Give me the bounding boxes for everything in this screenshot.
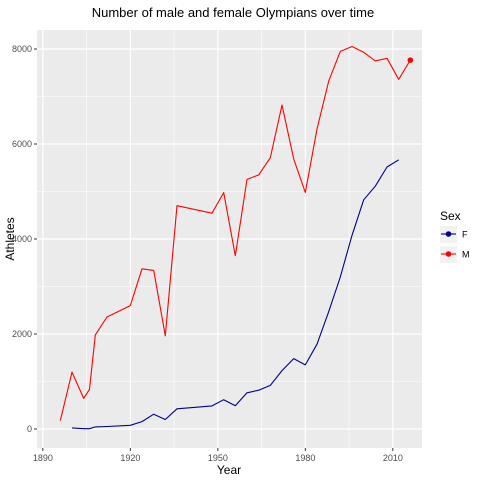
legend-key-dot-f [445,231,452,237]
grid-major [37,30,422,448]
y-axis: 0 2000 4000 6000 8000 [12,44,37,434]
y-tick-label: 8000 [12,44,32,54]
y-tick-label: 6000 [12,139,32,149]
series-line-f [71,159,399,430]
y-tick-label: 2000 [12,329,32,339]
legend-label-m: M [462,250,470,260]
legend: Sex FM [440,209,470,263]
x-tick-label: 1980 [295,453,315,463]
x-axis-label: Year [217,463,241,477]
x-tick-label: 1890 [33,453,53,463]
y-tick-label: 4000 [12,234,32,244]
x-axis: 1890 1920 1950 1980 2010 [33,448,403,463]
series-layer [59,45,414,430]
y-axis-label: Athletes [3,217,17,260]
legend-title: Sex [440,209,461,223]
series-point-m [407,57,414,63]
x-tick-label: 2010 [383,453,403,463]
series-line-m [59,45,411,421]
legend-label-f: F [462,230,468,240]
x-tick-label: 1920 [120,453,140,463]
x-tick-label: 1950 [208,453,228,463]
y-tick-label: 0 [27,424,32,434]
legend-key-dot-m [445,251,452,257]
chart-title: Number of male and female Olympians over… [92,5,375,20]
